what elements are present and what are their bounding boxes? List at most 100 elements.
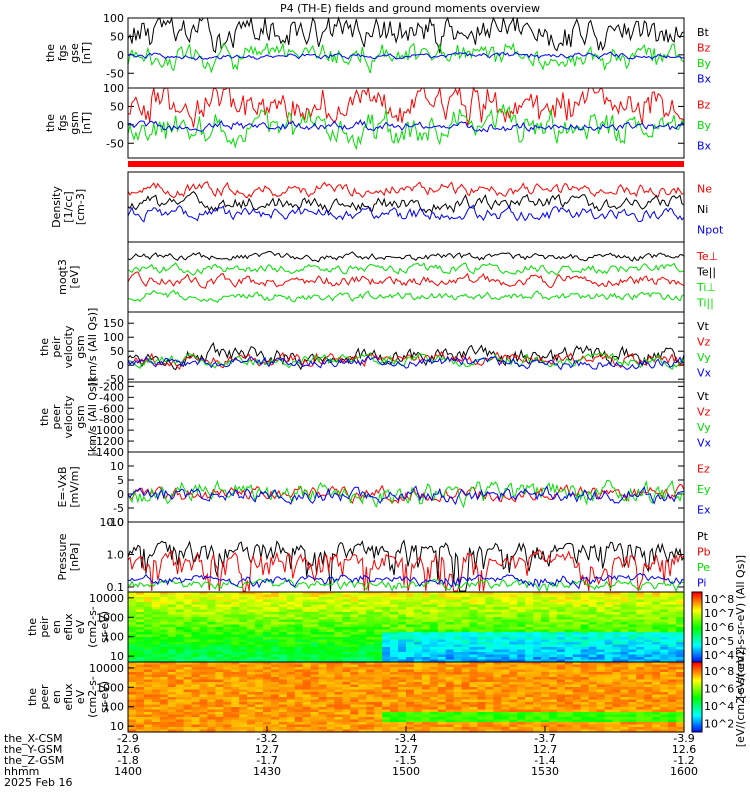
heatmap-cell: [215, 712, 224, 716]
heatmap-cell: [477, 682, 486, 686]
heatmap-cell: [620, 677, 629, 681]
heatmap-cell: [199, 714, 208, 718]
heatmap-cell: [676, 639, 685, 643]
heatmap-cell: [660, 607, 669, 611]
heatmap-cell: [636, 729, 645, 733]
heatmap-cell: [556, 712, 566, 716]
heatmap-cell: [239, 724, 248, 728]
heatmap-cell: [374, 649, 383, 653]
heatmap-cell: [271, 642, 280, 646]
heatmap-cell: [596, 644, 606, 648]
heatmap-cell: [493, 592, 502, 596]
heatmap-cell: [271, 709, 280, 713]
heatmap-cell: [382, 667, 391, 671]
heatmap-cell: [255, 717, 264, 721]
heatmap-cell: [596, 607, 606, 611]
heatmap-cell: [413, 684, 423, 688]
heatmap-cell: [469, 699, 478, 703]
heatmap-cell: [310, 629, 320, 633]
heatmap-cell: [580, 629, 590, 633]
heatmap-cell: [541, 694, 550, 698]
heatmap-cell: [310, 594, 320, 598]
heatmap-cell: [556, 684, 566, 688]
heatmap-cell: [612, 627, 621, 631]
heatmap-cell: [128, 674, 137, 678]
heatmap-cell: [533, 699, 542, 703]
heatmap-cell: [445, 647, 455, 651]
colorbar-cell: [692, 646, 702, 649]
heatmap-cell: [247, 614, 256, 618]
heatmap-cell: [223, 667, 232, 671]
heatmap-cell: [350, 597, 359, 601]
heatmap-cell: [509, 599, 518, 603]
heatmap-cell: [271, 677, 280, 681]
heatmap-cell: [302, 672, 312, 676]
heatmap-cell: [596, 652, 606, 656]
heatmap-cell: [652, 627, 661, 631]
heatmap-cell: [366, 649, 375, 653]
heatmap-cell: [199, 632, 208, 636]
heatmap-cell: [302, 602, 312, 606]
heatmap-cell: [636, 692, 645, 696]
heatmap-cell: [421, 604, 431, 608]
heatmap-cell: [461, 694, 471, 698]
heatmap-cell: [223, 617, 232, 621]
heatmap-cell: [668, 707, 677, 711]
heatmap-cell: [159, 694, 169, 698]
heatmap-cell: [556, 657, 566, 661]
heatmap-cell: [255, 612, 264, 616]
heatmap-cell: [231, 639, 240, 643]
legend-p2: Bz: [697, 98, 711, 111]
heatmap-cell: [207, 654, 216, 658]
heatmap-cell: [517, 689, 526, 693]
heatmap-cell: [167, 694, 177, 698]
heatmap-cell: [231, 704, 240, 708]
heatmap-cell: [564, 639, 574, 643]
heatmap-cell: [255, 609, 264, 613]
heatmap-cell: [421, 692, 431, 696]
panel-p4: moqt3[eV]Te⊥Te||Ti⊥Ti||: [56, 241, 718, 313]
heatmap-cell: [239, 672, 248, 676]
heatmap-cell: [191, 689, 200, 693]
heatmap-cell: [517, 639, 526, 643]
heatmap-cell: [406, 662, 415, 666]
heatmap-cell: [493, 627, 502, 631]
heatmap-cell: [437, 609, 447, 613]
heatmap-cell: [302, 702, 312, 706]
heatmap-cell: [549, 714, 558, 718]
heatmap-cell: [358, 669, 367, 673]
heatmap-cell: [183, 624, 193, 628]
heatmap-cell: [215, 622, 224, 626]
heatmap-cell: [358, 619, 367, 623]
heatmap-cell: [477, 677, 486, 681]
heatmap-cell: [628, 669, 637, 673]
heatmap-cell: [533, 647, 542, 651]
heatmap-cell: [231, 622, 240, 626]
heatmap-cell: [421, 654, 431, 658]
heatmap-cell: [556, 602, 566, 606]
heatmap-cell: [175, 632, 185, 636]
heatmap-cell: [580, 719, 590, 723]
heatmap-cell: [668, 642, 677, 646]
heatmap-cell: [437, 662, 447, 666]
heatmap-cell: [572, 619, 582, 623]
heatmap-cell: [231, 649, 240, 653]
heatmap-cell: [549, 617, 558, 621]
heatmap-cell: [350, 594, 359, 598]
heatmap-cell: [525, 629, 534, 633]
heatmap-cell: [469, 709, 478, 713]
heatmap-cell: [143, 672, 153, 676]
heatmap-cell: [604, 699, 614, 703]
ytick-label: -200: [99, 380, 124, 393]
heatmap-cell: [636, 707, 645, 711]
heatmap-cell: [231, 684, 240, 688]
heatmap-cell: [263, 639, 272, 643]
heatmap-cell: [358, 667, 367, 671]
heatmap-cell: [453, 592, 463, 596]
heatmap-cell: [191, 622, 200, 626]
heatmap-cell: [159, 659, 169, 663]
heatmap-cell: [247, 674, 256, 678]
heatmap-cell: [342, 604, 351, 608]
heatmap-cell: [390, 694, 399, 698]
heatmap-cell: [167, 629, 177, 633]
